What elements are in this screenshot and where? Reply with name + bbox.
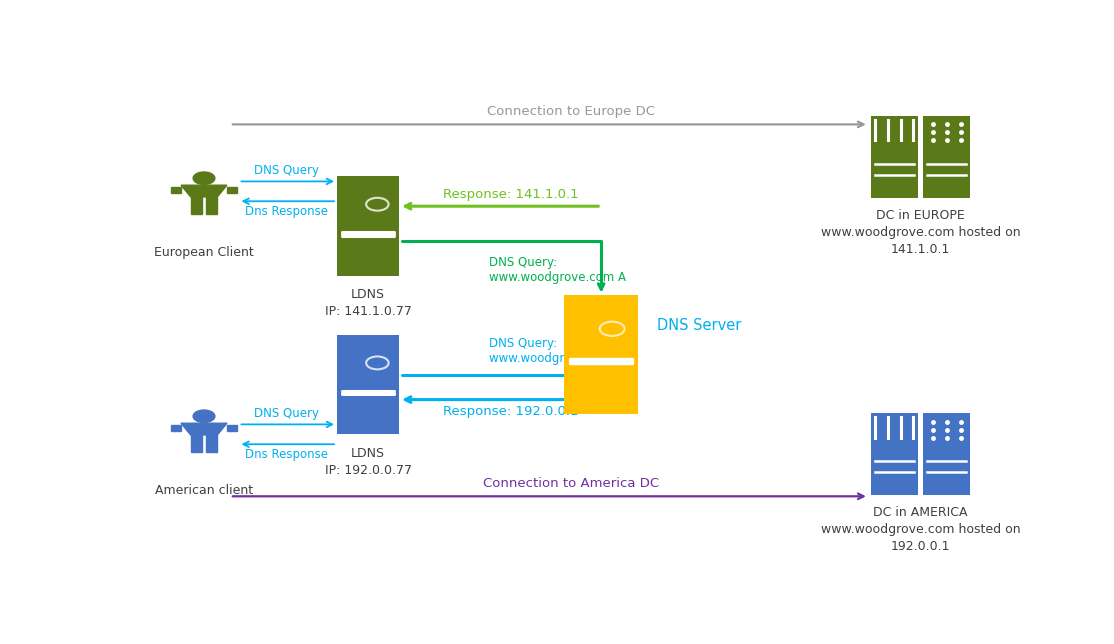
FancyBboxPatch shape [565,296,638,415]
FancyBboxPatch shape [924,116,970,198]
Text: DNS Query: DNS Query [254,408,319,421]
Text: DNS Query:
www.woodgrove.com A: DNS Query: www.woodgrove.com A [489,337,626,365]
Text: DC in AMERICA
www.woodgrove.com hosted on
192.0.0.1: DC in AMERICA www.woodgrove.com hosted o… [821,506,1020,553]
Text: DC in EUROPE
www.woodgrove.com hosted on
141.1.0.1: DC in EUROPE www.woodgrove.com hosted on… [821,209,1020,256]
Polygon shape [206,197,217,214]
Text: Connection to America DC: Connection to America DC [482,477,659,490]
Polygon shape [190,197,202,214]
Text: DNS Server: DNS Server [657,317,742,333]
FancyBboxPatch shape [871,116,918,198]
Polygon shape [227,187,237,193]
Text: DNS Query: DNS Query [254,164,319,178]
Polygon shape [227,424,237,431]
Text: LDNS
IP: 192.0.0.77: LDNS IP: 192.0.0.77 [324,447,411,477]
Circle shape [193,172,215,184]
Text: Dns Response: Dns Response [244,448,328,461]
FancyBboxPatch shape [336,335,399,434]
FancyBboxPatch shape [871,413,918,495]
Polygon shape [206,435,217,452]
Text: Connection to Europe DC: Connection to Europe DC [487,106,655,118]
Text: Response: 192.0.0.1: Response: 192.0.0.1 [442,404,578,417]
Polygon shape [190,435,202,452]
Polygon shape [170,187,182,193]
FancyBboxPatch shape [336,176,399,276]
Text: Dns Response: Dns Response [244,205,328,218]
Text: Response: 141.1.0.1: Response: 141.1.0.1 [442,188,578,201]
Circle shape [193,410,215,422]
Polygon shape [182,423,227,435]
Text: European Client: European Client [154,246,254,259]
Text: DNS Query:
www.woodgrove.com A: DNS Query: www.woodgrove.com A [489,256,626,284]
Polygon shape [170,424,182,431]
Polygon shape [182,185,227,197]
Text: LDNS
IP: 141.1.0.77: LDNS IP: 141.1.0.77 [324,288,411,318]
FancyBboxPatch shape [924,413,970,495]
Text: American client: American client [155,484,253,497]
